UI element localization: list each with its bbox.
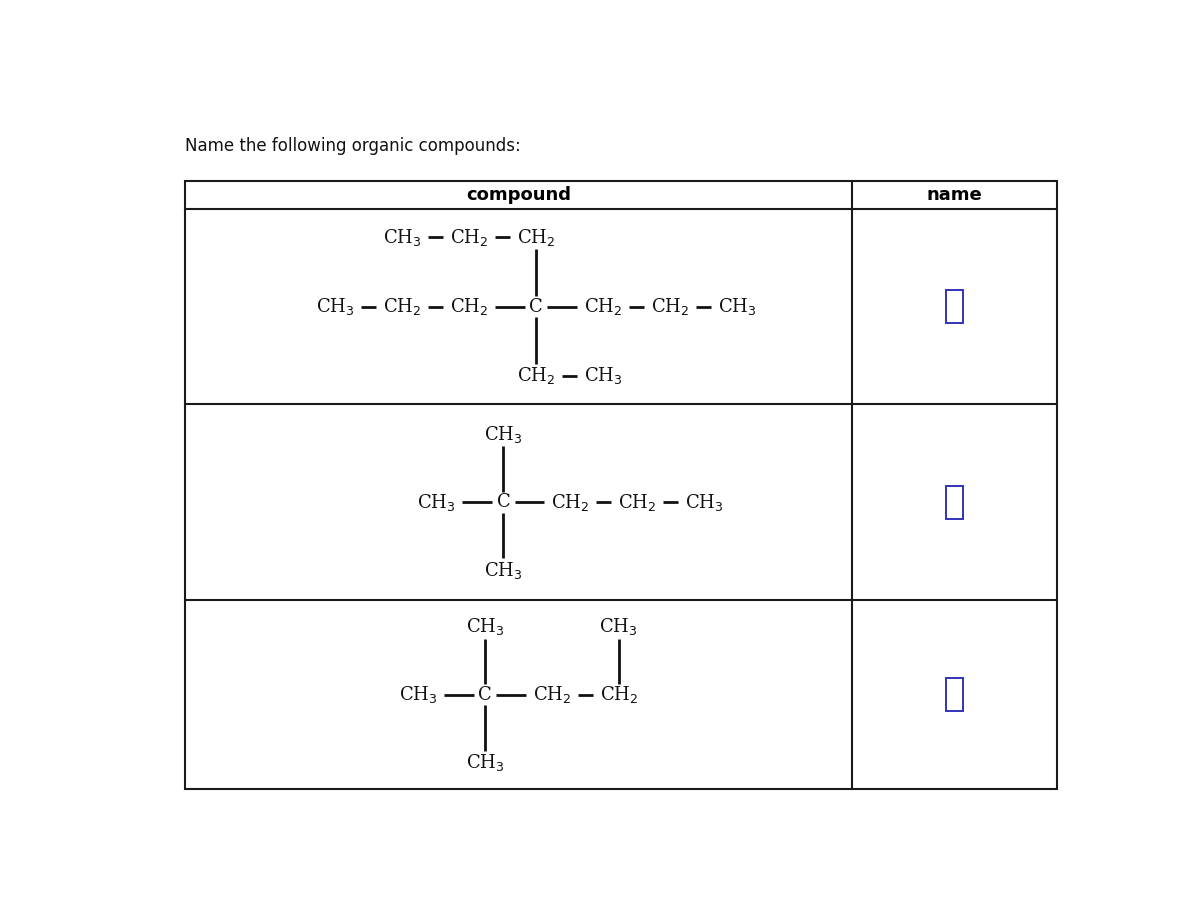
Bar	[946, 678, 962, 712]
Text: CH$_3$: CH$_3$	[484, 560, 523, 580]
Text: CH$_2$: CH$_2$	[600, 684, 638, 705]
Bar	[946, 290, 962, 323]
Text: CH$_2$: CH$_2$	[533, 684, 571, 705]
Text: CH$_3$: CH$_3$	[484, 423, 523, 445]
Text: C: C	[529, 297, 542, 315]
Text: CH$_3$: CH$_3$	[383, 227, 421, 248]
Text: CH$_3$: CH$_3$	[685, 492, 724, 513]
Text: CH$_3$: CH$_3$	[718, 296, 756, 317]
Text: CH$_2$: CH$_2$	[383, 296, 421, 317]
Text: CH$_3$: CH$_3$	[583, 366, 623, 387]
Text: Name the following organic compounds:: Name the following organic compounds:	[185, 137, 521, 155]
Text: CH$_2$: CH$_2$	[450, 296, 488, 317]
Text: CH$_2$: CH$_2$	[618, 492, 656, 513]
Text: CH$_2$: CH$_2$	[517, 366, 556, 387]
Text: CH$_3$: CH$_3$	[466, 616, 504, 637]
Text: CH$_2$: CH$_2$	[517, 227, 556, 248]
Bar	[946, 486, 962, 519]
Text: CH$_2$: CH$_2$	[551, 492, 589, 513]
Text: CH$_2$: CH$_2$	[650, 296, 689, 317]
Text: CH$_3$: CH$_3$	[398, 684, 437, 705]
Text: CH$_3$: CH$_3$	[466, 752, 504, 773]
Text: CH$_2$: CH$_2$	[583, 296, 622, 317]
Text: CH$_2$: CH$_2$	[450, 227, 488, 248]
Text: name: name	[926, 186, 983, 204]
Text: compound: compound	[467, 186, 571, 204]
Text: CH$_3$: CH$_3$	[316, 296, 354, 317]
Text: CH$_3$: CH$_3$	[418, 492, 456, 513]
Text: CH$_3$: CH$_3$	[600, 616, 638, 637]
Text: C: C	[478, 686, 492, 704]
Text: C: C	[497, 493, 510, 511]
Bar	[185, 181, 1057, 789]
